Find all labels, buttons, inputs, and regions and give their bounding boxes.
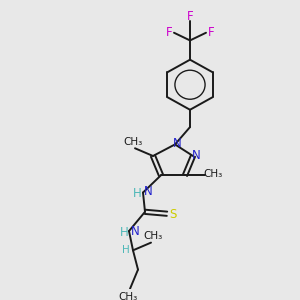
Text: N: N xyxy=(144,185,152,198)
Text: N: N xyxy=(130,225,140,238)
Text: CH₃: CH₃ xyxy=(118,292,138,300)
Text: CH₃: CH₃ xyxy=(123,136,142,146)
Text: N: N xyxy=(172,137,182,150)
Text: CH₃: CH₃ xyxy=(203,169,223,179)
Text: N: N xyxy=(192,148,200,161)
Text: F: F xyxy=(166,26,172,39)
Text: H: H xyxy=(133,187,141,200)
Text: H: H xyxy=(122,245,130,255)
Text: CH₃: CH₃ xyxy=(143,231,163,241)
Text: H: H xyxy=(120,226,128,238)
Text: S: S xyxy=(169,208,177,221)
Text: F: F xyxy=(208,26,214,39)
Text: F: F xyxy=(187,10,193,23)
